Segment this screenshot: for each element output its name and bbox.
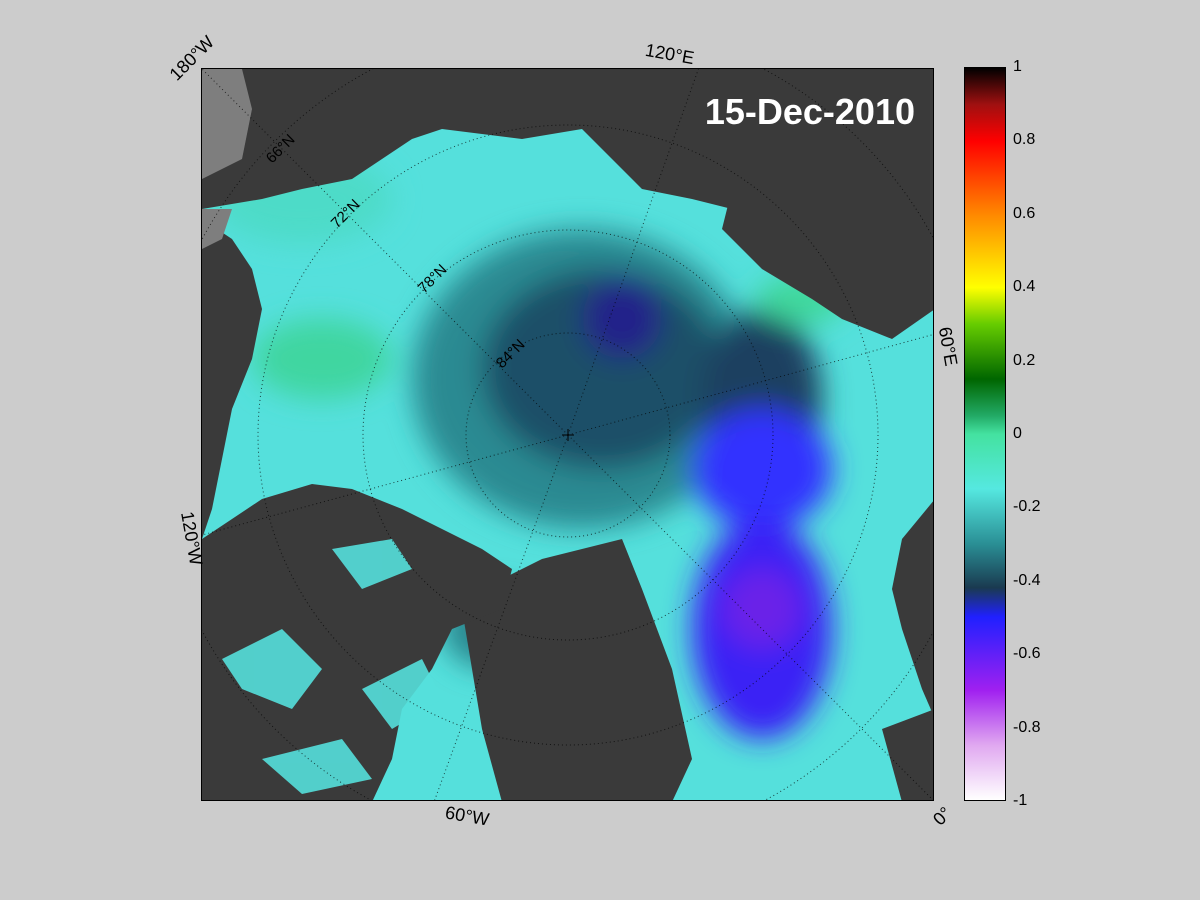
colorbar-tick-label: 0.2 [1013, 351, 1036, 369]
scandinavia [892, 501, 933, 715]
colorbar-tick-label: 1 [1013, 58, 1022, 75]
land-north-east [722, 69, 933, 339]
map-canvas: 66°N 72°N 78°N 84°N [202, 69, 933, 800]
land-unmasked [202, 69, 252, 249]
north-pole-marker [562, 429, 574, 441]
land-masses [202, 69, 933, 800]
sea-ice-map: 66°N 72°N 78°N 84°N 15-Dec-2010 [201, 68, 934, 801]
colorbar-tick-label: -0.2 [1013, 498, 1041, 516]
greenland [462, 539, 692, 800]
lon-label-120e: 120°E [643, 39, 696, 69]
lon-label-0: 0° [929, 802, 956, 830]
graticule [202, 69, 933, 800]
colorbar-tick-label: 0.6 [1013, 204, 1036, 222]
colorbar-tick-label: 0.4 [1013, 278, 1036, 296]
channels [222, 539, 442, 794]
arctic-archipelago [202, 484, 512, 800]
colorbar [964, 67, 1006, 801]
colorbar-tick-label: 0.8 [1013, 131, 1036, 149]
colorbar-tick-label: -0.4 [1013, 571, 1041, 589]
date-label: 15-Dec-2010 [704, 91, 915, 132]
colorbar-tick-label: -0.8 [1013, 718, 1041, 736]
lower-right-margin [882, 709, 933, 800]
colorbar-tick-label: 0 [1013, 425, 1022, 442]
lon-label-60e: 60°E [934, 325, 962, 368]
land-left-margin [202, 219, 262, 539]
colorbar-tick-label: -0.6 [1013, 645, 1041, 663]
colorbar-tick-label: -1 [1013, 792, 1028, 809]
lon-label-60w: 60°W [443, 802, 491, 830]
